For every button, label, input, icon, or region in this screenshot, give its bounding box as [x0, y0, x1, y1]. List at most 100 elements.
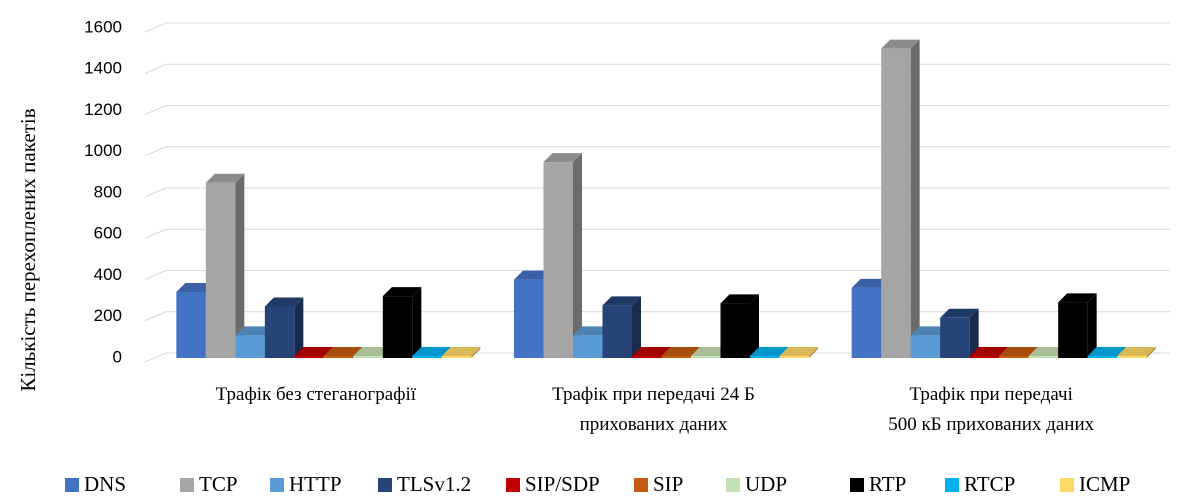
bar-front [1087, 355, 1118, 358]
y-tick-label: 800 [94, 182, 122, 201]
bar-front [969, 355, 1000, 358]
bar-front [353, 355, 383, 358]
legend-swatch [378, 478, 392, 492]
bar-side [412, 287, 422, 358]
bar-top [382, 287, 422, 297]
bar-side [471, 346, 481, 358]
bar-top [323, 346, 363, 356]
y-tick-label: 600 [94, 224, 122, 243]
legend-swatch [634, 478, 648, 492]
bar-top [720, 294, 759, 304]
bar-top [264, 297, 304, 307]
bar [779, 346, 818, 358]
bar-top [353, 346, 392, 356]
bar-top [661, 346, 700, 356]
bar-top [294, 346, 333, 356]
bar-top [969, 346, 1009, 356]
bar-top [999, 346, 1038, 356]
bar [1117, 346, 1156, 358]
bar-front [910, 335, 941, 358]
bar-front [720, 303, 750, 358]
bar-top [602, 296, 641, 306]
legend-swatch [726, 478, 740, 492]
bar-front [691, 355, 721, 358]
x-tick-label: Трафік при передачі [909, 384, 1072, 405]
legend-label: SIP [653, 472, 683, 496]
legend-label: TLSv1.2 [397, 472, 471, 496]
x-tick-label: Трафік при передачі 24 Б [552, 384, 755, 405]
y-tick-label: 1200 [84, 100, 122, 119]
bar-top [779, 346, 818, 356]
bar-top [1028, 346, 1068, 356]
bar-side [910, 39, 920, 358]
bar-side [1087, 293, 1097, 358]
legend-label: ICMP [1079, 472, 1130, 496]
bar-front [412, 355, 442, 358]
bar-top [441, 346, 481, 356]
bar [940, 308, 979, 358]
bar-side [1146, 346, 1156, 358]
legend-label: RTCP [964, 472, 1015, 496]
y-tick-label: 1600 [84, 17, 122, 36]
bar-top [235, 326, 274, 336]
legend-label: HTTP [289, 472, 342, 496]
bar-top [1087, 346, 1127, 356]
legend-swatch [850, 478, 864, 492]
bar [1058, 293, 1097, 358]
bar-front [573, 335, 603, 358]
grid-line [144, 311, 167, 322]
bar-front [1117, 355, 1147, 358]
bar-top [1058, 293, 1097, 303]
bar-front [602, 305, 632, 358]
bar-front [632, 355, 662, 358]
y-tick-label: 0 [113, 347, 122, 366]
bar-top [750, 346, 789, 356]
bar-front [205, 182, 236, 358]
grid-line [144, 63, 167, 74]
x-tick-label: прихованих даних [580, 414, 728, 435]
bar [602, 296, 641, 358]
bar [543, 153, 582, 358]
bar-front [1058, 302, 1088, 358]
bar-side [750, 294, 759, 358]
bar-top [691, 346, 730, 356]
bar-top [940, 308, 979, 318]
bar-top [573, 326, 612, 336]
legend-swatch [270, 478, 284, 492]
bar-top [412, 346, 451, 356]
bar [264, 297, 304, 358]
bar-side [294, 297, 304, 358]
bar-front [441, 355, 472, 358]
legend-swatch [506, 478, 520, 492]
bar-side [969, 308, 979, 358]
legend-label: TCP [199, 472, 238, 496]
bar-top [632, 346, 671, 356]
bar-front [940, 317, 970, 358]
bar-front [1028, 355, 1059, 358]
grid-line [144, 187, 167, 198]
bar-side [809, 346, 818, 358]
bar [205, 173, 245, 358]
grid-line [144, 105, 167, 115]
bar-front [881, 48, 911, 358]
grid-line [144, 270, 167, 280]
y-tick-label: 1400 [84, 59, 122, 78]
legend-swatch [65, 478, 79, 492]
bar-side [235, 173, 245, 358]
bar-top [176, 283, 215, 292]
grid-line [144, 228, 167, 239]
bar-front [851, 287, 882, 358]
bar-front [750, 355, 780, 358]
bar-side [573, 153, 582, 358]
bar [881, 39, 920, 358]
y-axis-label: Кількість перехоплених пакетів [16, 108, 40, 391]
bar-top [1117, 346, 1156, 356]
bar-front [514, 279, 544, 358]
bar-front [779, 355, 809, 358]
x-tick-label: 500 кБ прихованих даних [888, 414, 1094, 435]
bar-front [382, 296, 413, 358]
bar-top [543, 153, 582, 163]
bar-front [323, 355, 354, 358]
bar-front [661, 355, 691, 358]
